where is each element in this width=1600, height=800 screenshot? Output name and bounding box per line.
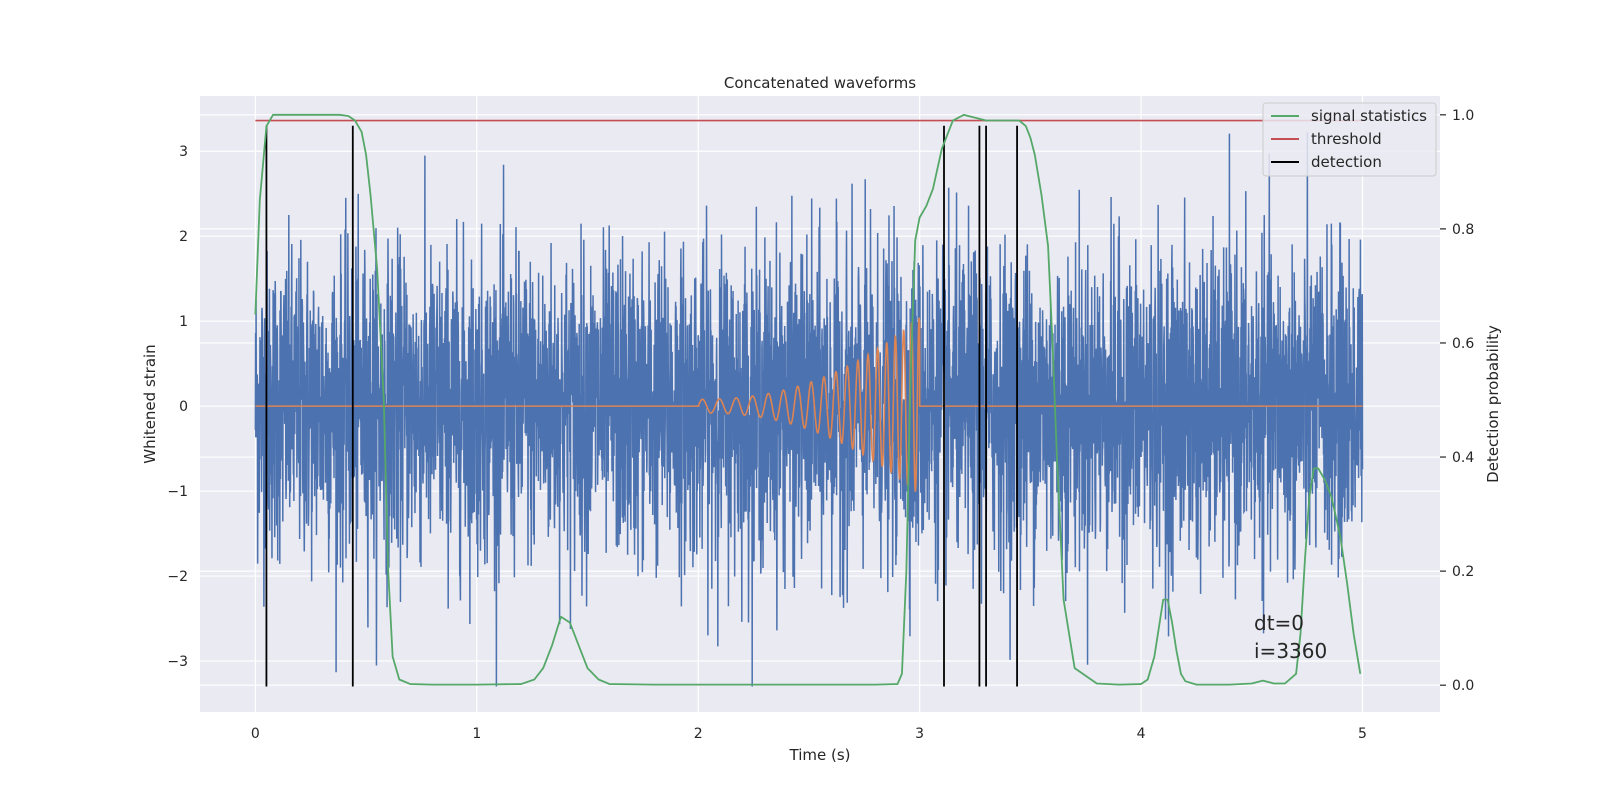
x-axis-ticks: 0 1 2 3 4 5	[251, 726, 1367, 742]
x-tick-label: 4	[1137, 726, 1146, 742]
y-tick-label: 1	[179, 314, 188, 330]
y2-tick-label: 0.2	[1452, 564, 1474, 580]
y-tick-label: 2	[179, 229, 188, 245]
y-tick-label: −1	[167, 484, 188, 500]
y2-tick-label: 0.4	[1452, 450, 1474, 466]
annotation-index: i=3360	[1254, 639, 1327, 663]
series-layer	[254, 113, 1364, 687]
x-tick-label: 1	[472, 726, 481, 742]
series-whitened-strain	[254, 132, 1364, 687]
legend-label-threshold: threshold	[1311, 130, 1382, 148]
annotation-dt: dt=0	[1254, 611, 1304, 635]
x-tick-label: 5	[1358, 726, 1367, 742]
x-tick-label: 0	[251, 726, 260, 742]
y2-tick-label: 0.8	[1452, 222, 1474, 238]
chart-title: Concatenated waveforms	[724, 74, 916, 92]
y2-tick-label: 0.6	[1452, 336, 1474, 352]
y-tick-label: −3	[167, 654, 188, 670]
right-axis-ticks: 0.0 0.2 0.4 0.6 0.8 1.0	[1440, 108, 1474, 694]
y2-tick-label: 0.0	[1452, 678, 1474, 694]
legend-label-signal-statistics: signal statistics	[1311, 107, 1427, 125]
y-tick-label: −2	[167, 569, 188, 585]
x-tick-label: 2	[694, 726, 703, 742]
series-signal-statistics	[254, 113, 1362, 686]
y2-tick-label: 1.0	[1452, 108, 1474, 124]
legend-label-detection: detection	[1311, 153, 1382, 171]
left-axis-ticks: −3 −2 −1 0 1 2 3	[167, 144, 188, 670]
legend-box	[1262, 102, 1437, 177]
x-tick-label: 3	[915, 726, 924, 742]
y-tick-label: 3	[179, 144, 188, 160]
y2-axis-label: Detection probability	[1484, 325, 1502, 483]
y-tick-label: 0	[179, 399, 188, 415]
x-axis-label: Time (s)	[789, 746, 851, 764]
series-injected-waveform	[255, 317, 1363, 493]
legend: signal statistics threshold detection	[1262, 102, 1437, 177]
y-axis-label: Whitened strain	[141, 344, 159, 463]
